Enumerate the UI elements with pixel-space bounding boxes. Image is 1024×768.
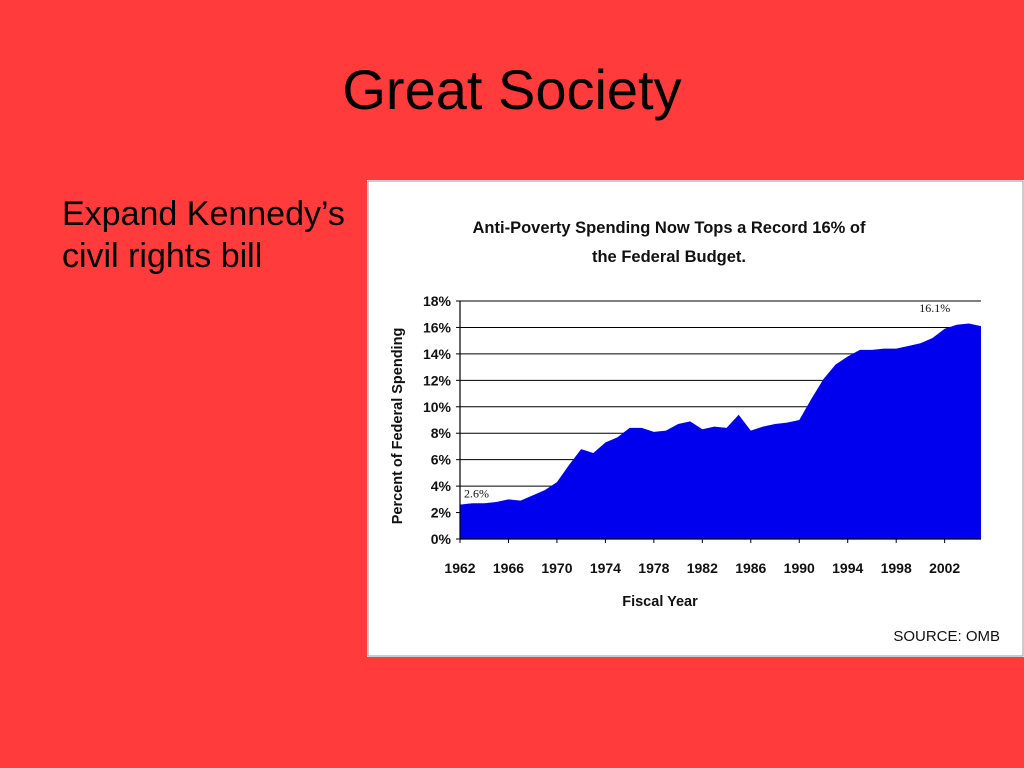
y-tick-label: 8% <box>431 425 452 441</box>
chart-source: SOURCE: OMB <box>893 628 1000 645</box>
y-tick-label: 14% <box>423 346 452 362</box>
y-tick-label: 18% <box>423 293 452 309</box>
x-tick-labels: 1962 1966 1970 1974 1978 1982 1986 1990 1994 1998… <box>444 560 960 576</box>
x-tick-label: 1994 <box>832 560 863 576</box>
y-tick-label: 16% <box>423 319 452 335</box>
bullet-text: Expand Kennedy’s civil rights bill <box>62 195 345 275</box>
x-tick-label: 1978 <box>638 560 669 576</box>
annotation-end: 16.1% <box>919 301 950 315</box>
x-tick-label: 1966 <box>493 560 524 576</box>
x-axis-label: Fiscal Year <box>622 594 698 610</box>
annotation-start: 2.6% <box>464 487 489 501</box>
x-tick-label: 1962 <box>444 560 475 576</box>
x-tick-label: 1982 <box>687 560 718 576</box>
x-tick-label: 2002 <box>929 560 960 576</box>
chart-border <box>367 180 1024 657</box>
axes <box>456 300 981 543</box>
y-tick-labels: 0% 2% 4% 6% 8% 10% 12% 14% 16% 18% <box>423 293 452 547</box>
x-tick-label: 1974 <box>590 560 621 576</box>
x-tick-label: 1986 <box>735 560 766 576</box>
y-tick-label: 4% <box>431 478 452 494</box>
slide-title: Great Society <box>342 58 682 121</box>
y-tick-label: 2% <box>431 505 452 521</box>
x-tick-label: 1998 <box>881 560 912 576</box>
chart-title-line-1: Anti-Poverty Spending Now Tops a Record … <box>473 219 866 237</box>
y-tick-label: 10% <box>423 399 452 415</box>
y-tick-label: 6% <box>431 452 452 468</box>
annotations: 2.6% 16.1% <box>464 301 950 501</box>
series-area-fill <box>460 323 981 539</box>
y-tick-label: 12% <box>423 372 452 388</box>
series-area <box>460 323 981 539</box>
x-tick-label: 1990 <box>784 560 815 576</box>
y-axis-label: Percent of Federal Spending <box>390 328 406 525</box>
chart-title-line-2: the Federal Budget. <box>592 248 746 266</box>
y-tick-label: 0% <box>431 531 452 547</box>
chart-svg: Anti-Poverty Spending Now Tops a Record … <box>367 180 1024 657</box>
chart-image: Anti-Poverty Spending Now Tops a Record … <box>367 180 1024 657</box>
x-tick-label: 1970 <box>541 560 572 576</box>
